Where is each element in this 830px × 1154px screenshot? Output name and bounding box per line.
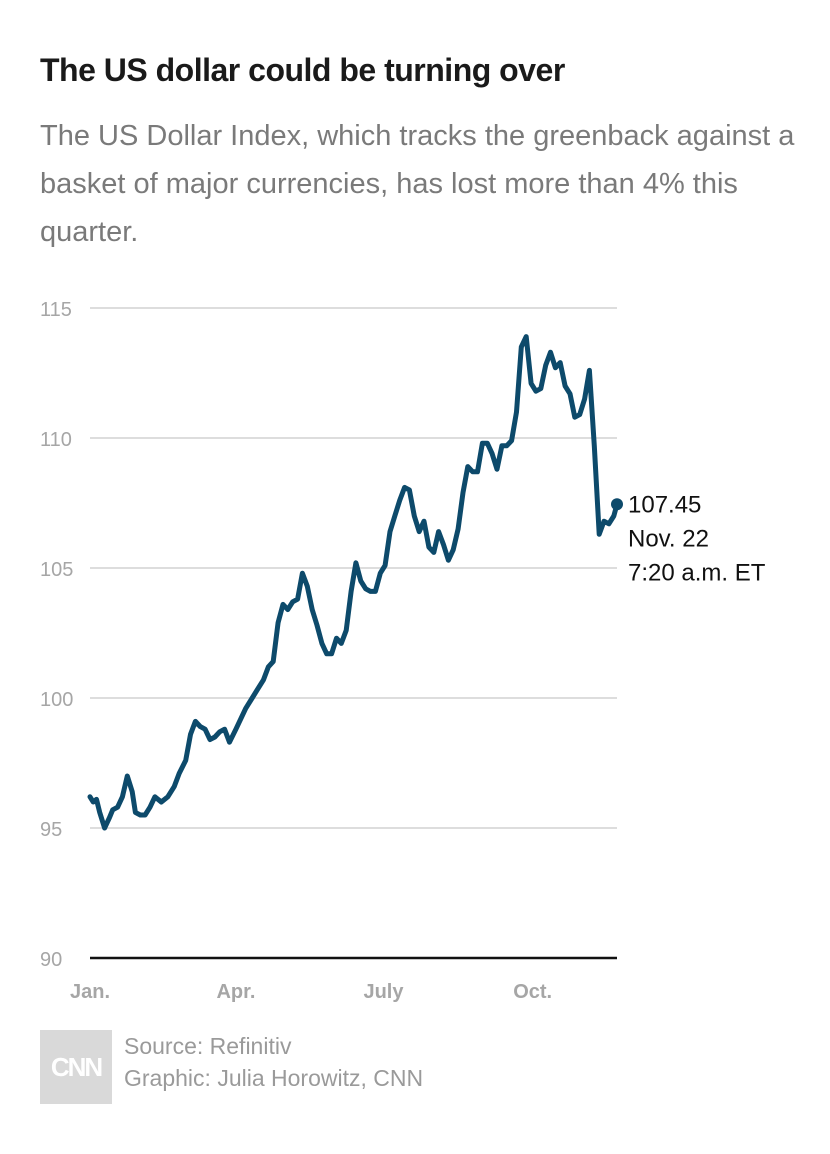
source-credit: Source: Refinitiv [124,1033,292,1059]
y-tick-label: 95 [40,819,62,841]
annotation-date: Nov. 22 [628,525,709,552]
cnn-logo-text: CNN [50,1051,103,1082]
x-tick-label: Apr. [216,981,255,1003]
footer: CNN Source: Refinitiv Graphic: Julia Hor… [40,1030,800,1104]
y-axis-ticks: 90 95 100 105 110 115 [40,299,73,971]
chart-subtitle: The US Dollar Index, which tracks the gr… [40,120,795,248]
y-tick-label: 100 [40,689,73,711]
series-line [87,334,620,831]
x-tick-label: Jan. [70,981,110,1003]
grid-lines [90,307,617,960]
end-point-marker [611,498,623,511]
line-chart: 90 95 100 105 110 115 Jan. Apr. July Oct. 107.45… [40,299,766,1003]
annotation-value: 107.45 [628,491,701,518]
y-tick-label: 115 [40,299,72,321]
y-tick-label: 105 [40,559,73,581]
cnn-logo: CNN [40,1030,112,1104]
y-tick-label: 110 [40,429,72,451]
x-axis-ticks: Jan. Apr. July Oct. [70,981,552,1003]
credits: Source: Refinitiv Graphic: Julia Horowit… [124,1030,423,1094]
x-tick-label: July [363,981,404,1003]
chart-title: The US dollar could be turning over [40,52,565,88]
x-tick-label: Oct. [513,981,552,1003]
graphic-credit: Graphic: Julia Horowitz, CNN [124,1065,424,1091]
y-tick-label: 90 [40,949,62,971]
annotation-time: 7:20 a.m. ET [628,559,766,586]
